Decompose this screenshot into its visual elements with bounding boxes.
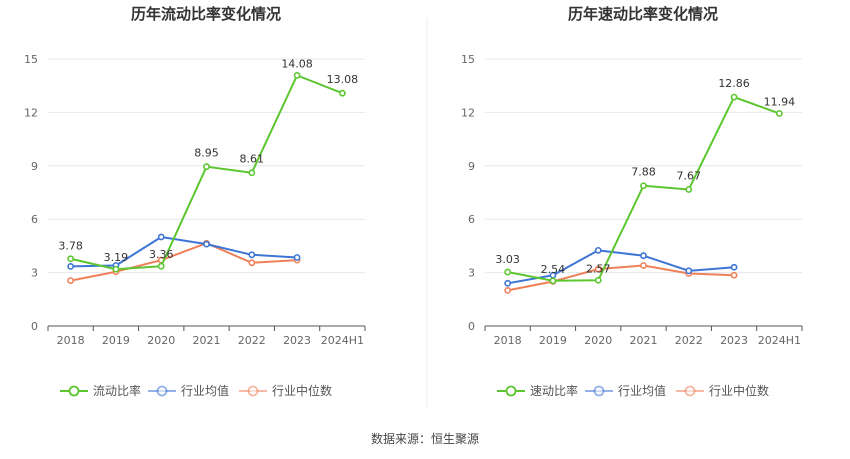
data-label: 3.03 — [495, 253, 520, 266]
data-point — [293, 71, 301, 79]
data-label: 12.86 — [718, 77, 750, 90]
data-point — [157, 262, 165, 270]
data-point — [685, 267, 693, 275]
legend-swatch-marker — [684, 385, 696, 397]
x-tick-label: 2021 — [193, 334, 221, 347]
data-label: 3.36 — [149, 248, 174, 261]
y-tick-label: 0 — [31, 320, 38, 333]
chart-title: 历年流动比率变化情况 — [131, 5, 281, 23]
y-tick-label: 9 — [31, 160, 38, 173]
y-tick-label: 15 — [461, 53, 475, 66]
legend-swatch-marker — [68, 385, 80, 397]
x-tick-label: 2023 — [720, 334, 748, 347]
legend-swatch-marker — [593, 385, 605, 397]
legend-item-3: 行业中位数 — [676, 383, 769, 398]
x-tick-label: 2021 — [630, 334, 658, 347]
data-label: 11.94 — [764, 95, 796, 108]
legend-label: 行业中位数 — [709, 383, 769, 398]
data-point — [248, 169, 256, 177]
chart-2: 历年速动比率变化情况 0 3 6 9 12 15 2018 2019 2020 2021 2022 20… — [461, 5, 803, 398]
data-point — [640, 182, 647, 190]
y-tick-label: 3 — [468, 267, 475, 280]
y-tick-label: 3 — [31, 267, 38, 280]
x-tick-label: 2022 — [675, 334, 703, 347]
data-point — [549, 277, 557, 285]
x-tick-label: 2020 — [584, 334, 612, 347]
y-tick-label: 15 — [24, 53, 38, 66]
legend-label: 行业均值 — [618, 383, 666, 398]
data-point — [594, 265, 602, 273]
legend-swatch-marker — [247, 385, 259, 397]
data-label: 2.57 — [586, 262, 611, 275]
data-point — [504, 268, 512, 276]
y-tick-label: 6 — [31, 213, 38, 226]
x-tick-label: 2022 — [238, 334, 266, 347]
legend-label: 行业中位数 — [272, 383, 332, 398]
series-line-2 — [70, 236, 298, 268]
y-tick-label: 6 — [468, 213, 475, 226]
chart-title: 历年速动比率变化情况 — [568, 5, 718, 23]
data-label: 7.67 — [677, 169, 702, 182]
data-point — [248, 259, 256, 267]
data-point — [775, 110, 783, 117]
series-line-2 — [507, 249, 735, 285]
data-point — [248, 251, 256, 259]
data-point — [730, 263, 738, 271]
data-point — [730, 271, 738, 279]
data-point — [594, 246, 602, 254]
legend-swatch-marker — [156, 385, 168, 397]
y-tick-label: 12 — [24, 106, 38, 119]
data-label: 8.61 — [240, 153, 265, 166]
data-point — [640, 252, 647, 260]
data-point — [203, 240, 210, 248]
data-point — [67, 277, 75, 285]
data-point — [203, 163, 210, 171]
legend-item-1: 速动比率 — [497, 383, 578, 398]
data-label: 8.95 — [194, 147, 219, 160]
legend-item-2: 行业均值 — [585, 383, 666, 398]
data-label: 13.08 — [327, 73, 359, 86]
x-tick-label: 2024H1 — [321, 334, 364, 347]
data-label: 7.88 — [631, 166, 656, 179]
x-tick-label: 2018 — [57, 334, 85, 347]
x-tick-label: 2024H1 — [758, 334, 801, 347]
data-point — [594, 276, 602, 284]
data-point — [67, 262, 75, 270]
series-line-3 — [507, 264, 735, 292]
y-tick-label: 9 — [468, 160, 475, 173]
x-tick-label: 2020 — [147, 334, 175, 347]
data-point — [67, 255, 75, 263]
data-label: 2.54 — [541, 263, 566, 276]
legend-label: 速动比率 — [530, 383, 578, 398]
legend-label: 流动比率 — [93, 383, 141, 398]
data-point — [730, 93, 738, 101]
data-point — [640, 262, 647, 269]
legend-label: 行业均值 — [181, 383, 229, 398]
data-point — [504, 286, 512, 294]
data-point — [157, 233, 165, 241]
data-point — [504, 279, 512, 287]
legend-item-1: 流动比率 — [60, 383, 141, 398]
chart-1: 历年流动比率变化情况 0 3 6 9 12 15 2018 2019 2020 2021 2022 20… — [24, 5, 366, 398]
data-label: 3.19 — [104, 251, 129, 264]
series-line-3 — [70, 242, 298, 282]
data-point — [685, 186, 693, 193]
data-point — [112, 265, 120, 273]
x-tick-label: 2019 — [102, 334, 130, 347]
y-tick-label: 12 — [461, 106, 475, 119]
source-label: 数据来源：恒生聚源 — [370, 432, 479, 446]
x-tick-label: 2018 — [494, 334, 522, 347]
data-point — [293, 254, 301, 261]
legend-item-3: 行业中位数 — [239, 383, 332, 398]
y-tick-label: 0 — [468, 320, 475, 333]
data-label: 14.08 — [281, 57, 313, 70]
data-label: 3.78 — [58, 240, 83, 253]
data-point — [338, 89, 346, 97]
legend-item-2: 行业均值 — [148, 383, 229, 398]
x-tick-label: 2019 — [539, 334, 567, 347]
x-tick-label: 2023 — [283, 334, 311, 347]
legend-swatch-marker — [505, 385, 517, 397]
